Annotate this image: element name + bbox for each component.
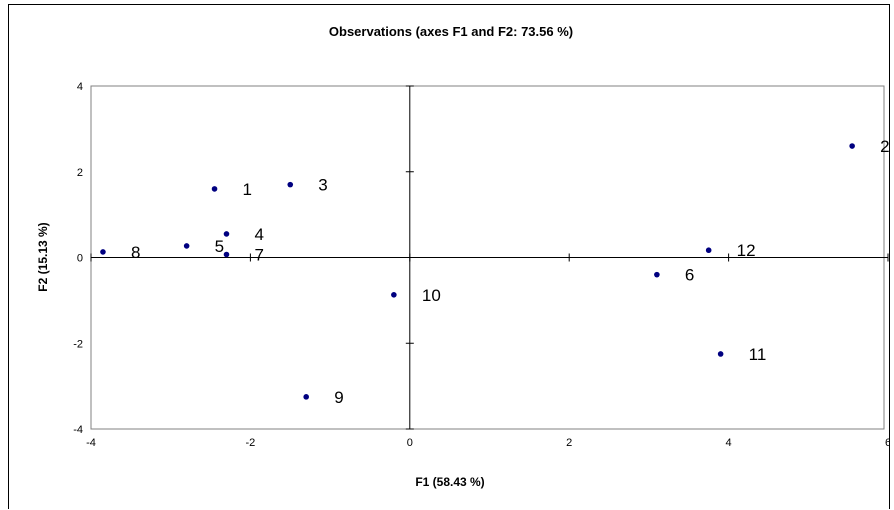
data-point-8: [100, 249, 106, 255]
point-label-11: 11: [749, 345, 767, 364]
data-point-7: [223, 251, 230, 258]
x-tick-label: 4: [726, 437, 732, 449]
point-label-8: 8: [131, 243, 140, 262]
point-label-4: 4: [254, 225, 263, 244]
point-label-3: 3: [318, 176, 327, 195]
y-tick-label: 0: [77, 253, 83, 265]
data-point-10: [391, 292, 397, 298]
y-axis-label: F2 (15.13 %): [36, 222, 50, 291]
y-tick-label: -4: [73, 424, 83, 436]
x-tick-label: -4: [86, 437, 96, 449]
data-point-9: [303, 394, 309, 400]
data-point-11: [717, 351, 724, 357]
x-tick-label: 6: [885, 437, 889, 449]
point-label-9: 9: [334, 388, 343, 407]
axes: [90, 85, 889, 430]
data-point-4: [223, 231, 230, 237]
x-tick-label: 0: [407, 437, 413, 449]
scatter-chart: Observations (axes F1 and F2: 73.56 %) F…: [36, 24, 889, 489]
y-tick-label: -2: [73, 338, 83, 350]
y-tick-label: 4: [77, 81, 83, 93]
point-label-7: 7: [254, 245, 263, 264]
x-axis-label: F1 (58.43 %): [415, 475, 484, 489]
data-point-3: [287, 181, 294, 188]
data-point-1: [211, 186, 218, 192]
tick-labels: -4 -2 0 2 4 6 -4 -2 0 2 4: [73, 81, 889, 449]
data-point-6: [654, 271, 660, 278]
data-points: [100, 143, 855, 400]
point-label-1: 1: [243, 180, 252, 199]
data-point-12: [705, 247, 712, 254]
point-label-12: 12: [737, 241, 756, 260]
x-tick-label: 2: [566, 437, 572, 449]
point-label-5: 5: [215, 237, 224, 256]
y-tick-label: 2: [77, 167, 83, 179]
data-point-2: [849, 143, 855, 149]
point-label-2: 2: [880, 137, 889, 156]
chart-frame: Observations (axes F1 and F2: 73.56 %) F…: [8, 4, 890, 509]
point-label-6: 6: [685, 266, 694, 285]
point-label-10: 10: [422, 286, 441, 305]
data-point-5: [183, 243, 190, 249]
chart-title: Observations (axes F1 and F2: 73.56 %): [329, 24, 573, 39]
x-tick-label: -2: [246, 437, 256, 449]
